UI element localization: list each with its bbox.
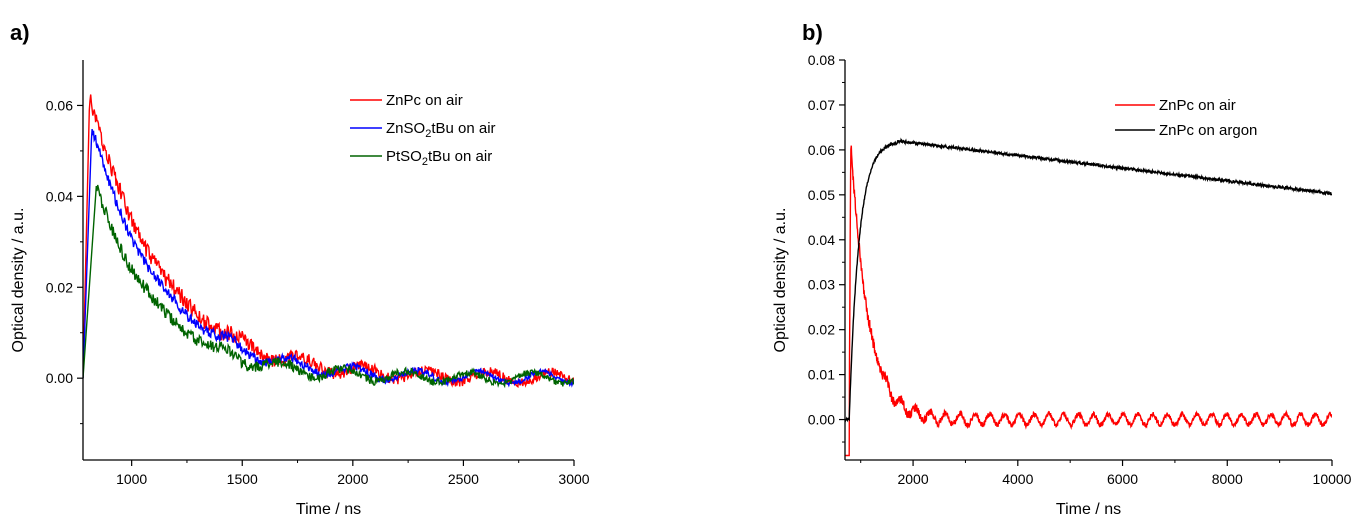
series-line-1 <box>83 94 574 388</box>
y-tick-label: 0.00 <box>46 370 73 386</box>
legend-text-part: PtSO <box>386 148 422 165</box>
legend-text-part: ZnPc on argon <box>1159 122 1257 139</box>
y-tick-label: 0.08 <box>808 52 835 68</box>
chart-b: 2000 4000 6000 8000 10000 0.00 0.01 0.02 0.03 0.0… <box>772 52 1352 518</box>
y-tick-label: 0.07 <box>808 97 835 113</box>
x-tick-label: 1000 <box>116 471 147 487</box>
x-tick-label: 3000 <box>558 471 589 487</box>
x-axis-title: Time / ns <box>296 501 361 518</box>
x-tick-label: 1500 <box>227 471 258 487</box>
legend-subscript: 2 <box>422 156 428 168</box>
x-tick-label: 2000 <box>897 471 928 487</box>
y-tick-label: 0.00 <box>808 412 835 428</box>
x-tick-label: 4000 <box>1002 471 1033 487</box>
y-tick-label: 0.05 <box>808 187 835 203</box>
legend-text-part: ZnSO <box>386 120 425 137</box>
y-tick-label: 0.06 <box>808 142 835 158</box>
y-tick-label: 0.02 <box>46 279 73 295</box>
x-tick-label: 2000 <box>337 471 368 487</box>
panel-label-a: a) <box>10 20 30 45</box>
x-tick-label: 10000 <box>1313 471 1352 487</box>
x-tick-label: 8000 <box>1212 471 1243 487</box>
y-tick-label: 0.04 <box>46 188 73 204</box>
x-tick-label: 2500 <box>448 471 479 487</box>
legend-entry: ZnPc on air <box>386 92 463 109</box>
legend-entry: PtSO2tBu on air <box>386 148 492 168</box>
x-tick-label: 6000 <box>1107 471 1138 487</box>
legend-entry: ZnPc on argon <box>1159 122 1257 139</box>
y-tick-label: 0.01 <box>808 367 835 383</box>
y-tick-label: 0.06 <box>46 97 73 113</box>
legend-text-part: tBu on air <box>431 120 495 137</box>
legend-entry: ZnPc on air <box>1159 97 1236 114</box>
series-line-2 <box>845 137 1332 423</box>
legend-text-part: tBu on air <box>428 148 492 165</box>
series-line-1 <box>845 145 1332 457</box>
x-axis-title: Time / ns <box>1056 501 1121 518</box>
y-tick-label: 0.04 <box>808 232 835 248</box>
chart-a: 1000 1500 2000 2500 3000 0.00 0.02 0.04 0.06 Time… <box>10 60 590 518</box>
y-axis-title: Optical density / a.u. <box>10 208 27 353</box>
y-axis-title: Optical density / a.u. <box>772 208 789 353</box>
legend-entry: ZnSO2tBu on air <box>386 120 496 140</box>
panel-label-b: b) <box>802 20 823 45</box>
series-line-3 <box>83 184 574 389</box>
y-tick-label: 0.02 <box>808 322 835 338</box>
y-tick-label: 0.03 <box>808 277 835 293</box>
series-line-2 <box>83 129 574 388</box>
legend-text-part: ZnPc on air <box>386 92 463 109</box>
legend-text-part: ZnPc on air <box>1159 97 1236 114</box>
legend-subscript: 2 <box>425 128 431 140</box>
